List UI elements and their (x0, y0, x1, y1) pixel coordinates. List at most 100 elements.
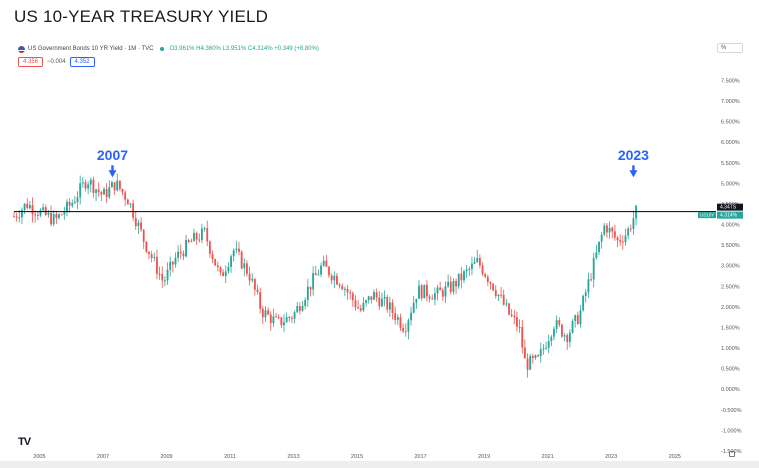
candle-body (124, 192, 127, 200)
candle-body (322, 260, 325, 266)
candle-body (616, 237, 619, 241)
candle-body (55, 214, 58, 218)
candle-body (378, 297, 381, 307)
last-price-tag-label: 4.314% (720, 213, 738, 219)
candle-body (137, 222, 140, 227)
candle-body (206, 228, 209, 242)
candle-body (161, 274, 164, 281)
sell-price-chip[interactable]: 4.356 (18, 57, 44, 67)
candle-body (238, 248, 240, 252)
y-tick-label: -0.500% (721, 408, 742, 414)
candle-body (68, 201, 71, 206)
candle-body (359, 308, 362, 311)
candle-body (526, 358, 529, 370)
candle-body (367, 296, 370, 301)
candle-body (396, 317, 399, 320)
candle-body (518, 326, 521, 328)
candle-body (336, 275, 338, 285)
candle-body (592, 257, 595, 280)
candle-body (418, 285, 420, 299)
candle-body (304, 299, 307, 306)
candle-body (92, 179, 95, 193)
buy-price-chip[interactable]: 4.352 (69, 57, 95, 67)
candle-body (235, 248, 238, 251)
candle-body (608, 227, 611, 233)
candle-body (632, 218, 635, 229)
candle-body (134, 217, 137, 227)
candle-body (145, 241, 148, 252)
candle-body (362, 302, 365, 311)
candle-body (484, 274, 487, 277)
candle-body (177, 251, 180, 258)
candle-body (208, 241, 211, 254)
candle-body (193, 233, 195, 242)
annotation-label: 2023 (618, 147, 649, 163)
candle-body (198, 239, 201, 241)
candle-body (264, 310, 267, 318)
candle-body (73, 202, 76, 204)
candle-body (253, 279, 256, 290)
symbol-name[interactable]: US Government Bonds 10 YR Yield · 1M · T… (28, 46, 154, 52)
candle-body (436, 287, 439, 294)
candle-body (275, 316, 277, 318)
candle-body (293, 312, 296, 319)
candle-body (283, 322, 285, 326)
candle-body (449, 281, 452, 292)
candle-body (521, 326, 524, 348)
live-dot-icon (159, 47, 164, 51)
candle-body (386, 296, 389, 310)
y-tick-label: 3.500% (721, 243, 740, 249)
candle-body (523, 347, 526, 359)
candle-body (28, 205, 31, 209)
y-tick-label: 2.000% (721, 305, 740, 311)
candle-body (471, 263, 473, 269)
symbol-legend[interactable]: US Government Bonds 10 YR Yield · 1M · T… (18, 44, 319, 54)
candle-body (426, 284, 428, 297)
candle-body (492, 283, 495, 291)
candle-body (60, 214, 63, 216)
candle-body (579, 310, 582, 324)
candle-body (433, 293, 436, 300)
y-tick-label: 0.000% (721, 387, 740, 393)
candle-body (516, 317, 518, 327)
y-tick-label: 6.000% (721, 140, 740, 146)
candle-body (269, 314, 272, 324)
candle-body (148, 251, 150, 255)
candle-body (190, 241, 193, 243)
candle-body (473, 262, 476, 264)
candle-body (571, 320, 574, 333)
candle-body (463, 271, 465, 281)
y-tick-label: 6.500% (721, 120, 740, 126)
candle-body (248, 273, 251, 281)
candle-body (312, 273, 315, 290)
candle-body (410, 312, 412, 321)
candle-body (584, 292, 587, 296)
symbol-tag (698, 212, 716, 219)
y-tick-label: -1.500% (721, 449, 742, 455)
candle-body (153, 256, 156, 258)
candle-body (222, 272, 225, 277)
x-tick-label: 2023 (605, 454, 617, 460)
settings-icon[interactable] (729, 451, 735, 457)
candle-body (21, 209, 23, 218)
candle-body (87, 184, 90, 189)
candle-body (81, 182, 84, 184)
candle-body (280, 317, 283, 326)
candle-body (174, 257, 177, 265)
candle-body (214, 259, 217, 266)
candle-body (534, 355, 537, 359)
candle-body (537, 355, 540, 357)
candle-body (563, 335, 566, 337)
arrow-shaft (632, 165, 635, 172)
candle-body (383, 296, 386, 299)
candle-body (341, 285, 344, 290)
scale-mode-box[interactable]: % (717, 43, 743, 53)
candle-body (97, 189, 100, 192)
candle-body (399, 317, 402, 328)
candle-body (502, 294, 505, 305)
candle-body (505, 303, 508, 305)
candle-body (71, 203, 74, 206)
candle-body (39, 210, 42, 216)
ohlc-values: O3.961% H4.360% L3.951% C4.314% +0.349 (… (169, 46, 319, 52)
